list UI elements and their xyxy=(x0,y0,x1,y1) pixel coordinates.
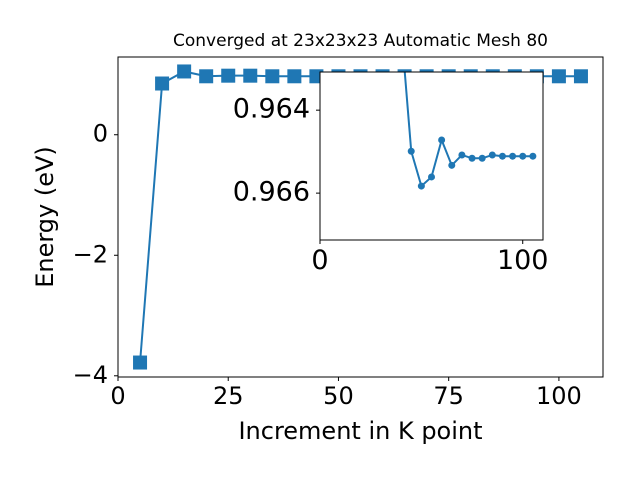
marker xyxy=(438,136,446,144)
x-tick-label: 25 xyxy=(213,382,244,410)
marker xyxy=(243,68,258,83)
axes-frame xyxy=(117,56,604,378)
marker xyxy=(488,151,496,159)
marker xyxy=(509,152,517,160)
marker xyxy=(417,182,425,190)
marker xyxy=(155,76,170,91)
x-tick-label: 50 xyxy=(323,382,354,410)
marker xyxy=(529,152,537,160)
axes-frame xyxy=(319,71,544,241)
x-tick-label: 100 xyxy=(536,382,582,410)
y-tick-label: −2 xyxy=(73,240,108,268)
marker xyxy=(468,154,476,162)
marker xyxy=(498,152,506,160)
x-tick-label: 0 xyxy=(110,382,125,410)
marker xyxy=(133,355,148,370)
x-tick-label: 100 xyxy=(497,245,549,276)
x-tick-label: 0 xyxy=(311,245,328,276)
y-tick-label: −4 xyxy=(73,361,108,389)
y-axis-label: Energy (eV) xyxy=(31,146,59,288)
y-tick-label: 0 xyxy=(93,120,108,148)
marker xyxy=(519,152,527,160)
marker xyxy=(407,147,415,155)
marker xyxy=(287,69,302,84)
x-tick-label: 75 xyxy=(433,382,464,410)
marker xyxy=(448,161,456,169)
marker xyxy=(458,151,466,159)
plot-content xyxy=(398,24,537,190)
marker xyxy=(551,69,566,84)
y-tick-label: 0.964 xyxy=(233,94,310,125)
marker xyxy=(478,154,486,162)
marker xyxy=(221,68,236,83)
marker xyxy=(265,69,280,84)
chart-title: Converged at 23x23x23 Automatic Mesh 80 xyxy=(173,31,548,51)
marker xyxy=(428,173,435,181)
marker xyxy=(398,24,405,31)
marker xyxy=(573,69,588,84)
marker xyxy=(199,69,214,84)
marker xyxy=(177,64,192,79)
y-tick-label: 0.966 xyxy=(233,177,310,208)
x-axis-label: Increment in K point xyxy=(238,417,482,445)
